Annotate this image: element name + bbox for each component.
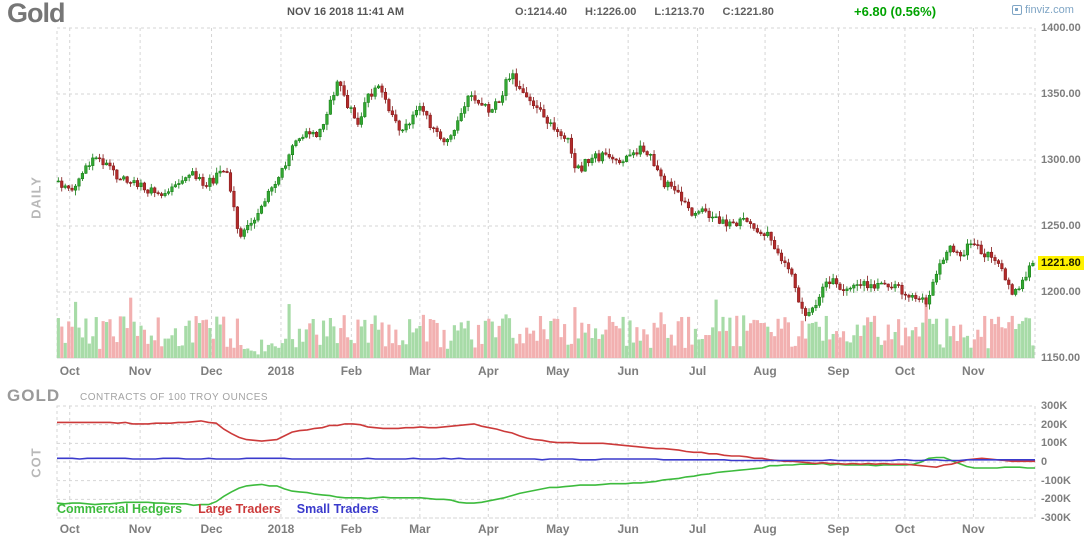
- legend-item-large-traders: Large Traders: [198, 502, 281, 516]
- chart-datetime: NOV 16 2018 11:41 AM: [287, 6, 404, 18]
- month-label: Mar: [409, 364, 431, 378]
- cot-axis-tick: -300K: [1041, 512, 1071, 524]
- ohlc-open: O:1214.40: [515, 6, 567, 18]
- month-label: Oct: [59, 522, 80, 536]
- month-label: Sep: [827, 364, 850, 378]
- month-label: Feb: [340, 364, 363, 378]
- month-label: Jul: [688, 522, 707, 536]
- timeframe-label-daily: DAILY: [28, 176, 44, 219]
- legend-item-commercial-hedgers: Commercial Hedgers: [57, 502, 183, 516]
- candlesticks: [56, 68, 1035, 322]
- month-label: Nov: [962, 522, 985, 536]
- cot-axis-tick: 300K: [1041, 400, 1068, 412]
- cot-axis-tick: 100K: [1041, 437, 1068, 450]
- price-change: +6.80 (0.56%): [854, 4, 937, 19]
- month-label: Sep: [827, 522, 850, 536]
- finviz-logo-icon: [1012, 5, 1022, 15]
- finviz-brand-link[interactable]: finviz.com: [1012, 4, 1074, 16]
- finviz-brand-text: finviz.com: [1025, 4, 1074, 16]
- price-axis-tick: 1150.00: [1041, 352, 1081, 364]
- price-axis-tick: 1400.00: [1041, 22, 1081, 34]
- cot-axis-tick: -200K: [1041, 493, 1071, 506]
- page-title: Gold: [7, 0, 65, 28]
- grid-lines: [56, 27, 1036, 519]
- month-label: 2018: [267, 522, 295, 536]
- month-label: Apr: [477, 522, 499, 536]
- month-label: Jun: [617, 522, 639, 536]
- cot-legend: Commercial Hedgers Large Traders Small Tra…: [57, 502, 379, 516]
- price-axis-tick: 1350.00: [1041, 88, 1081, 100]
- month-label: Nov: [962, 364, 985, 378]
- cot-axis-tick: -100K: [1041, 474, 1071, 487]
- price-axis-tick: 1200.00: [1041, 286, 1081, 298]
- ohlc-readout: O:1214.40 H:1226.00 L:1213.70 C:1221.80: [515, 6, 774, 18]
- month-label: Mar: [409, 522, 431, 536]
- ohlc-close: C:1221.80: [722, 6, 774, 18]
- cot-line-small-traders: [57, 457, 1035, 462]
- month-label: May: [546, 522, 570, 536]
- cot-line-large-traders: [57, 420, 1035, 469]
- cot-axis-tick: 0: [1041, 456, 1048, 468]
- month-label: Aug: [753, 364, 777, 378]
- month-label: Oct: [894, 364, 915, 378]
- ohlc-low: L:1213.70: [654, 6, 705, 18]
- month-label: Nov: [128, 364, 152, 378]
- month-label: Oct: [59, 364, 80, 378]
- month-label: Aug: [753, 522, 777, 536]
- month-label: Dec: [200, 364, 223, 378]
- cot-symbol-label: GOLD: [7, 386, 61, 405]
- month-label: Apr: [477, 364, 499, 378]
- cot-panel-label: COT: [28, 447, 44, 478]
- month-label: May: [546, 364, 570, 378]
- price-axis-tick: 1250.00: [1041, 220, 1081, 232]
- month-label: Dec: [200, 522, 223, 536]
- cot-contract-subtitle: CONTRACTS OF 100 TROY OUNCES: [80, 392, 269, 403]
- cot-axis-tick: 200K: [1041, 418, 1068, 431]
- month-label: Nov: [128, 522, 152, 536]
- ohlc-high: H:1226.00: [584, 6, 637, 18]
- cot-line-commercial-hedgers: [56, 456, 1035, 507]
- volume-bars: [56, 297, 1035, 358]
- month-label: Feb: [340, 522, 363, 536]
- legend-item-small-traders: Small Traders: [296, 502, 379, 516]
- price-axis-tick: 1300.00: [1041, 154, 1081, 166]
- month-label: Jul: [688, 364, 707, 378]
- month-label: Jun: [617, 364, 639, 378]
- cot-lines: [56, 420, 1035, 507]
- month-label: 2018: [267, 364, 295, 378]
- current-price-tag: 1221.80: [1038, 256, 1084, 270]
- month-label: Oct: [894, 522, 915, 536]
